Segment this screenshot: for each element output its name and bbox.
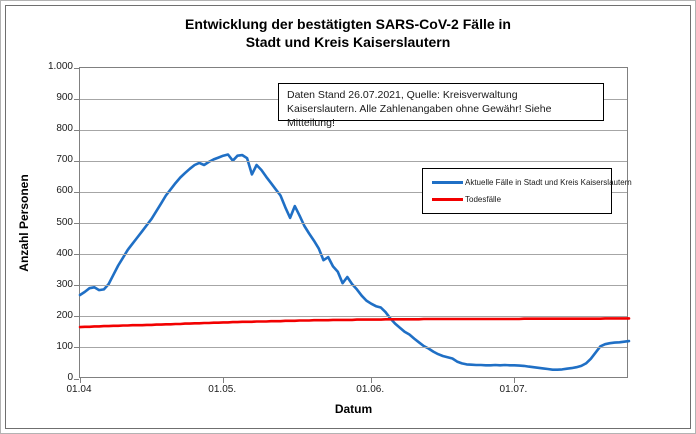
y-axis-tickmark <box>74 160 79 162</box>
gridline <box>80 160 627 162</box>
x-axis-tickmark <box>222 378 224 383</box>
gridline <box>80 129 627 131</box>
x-tick-label: 01.04 <box>66 384 92 395</box>
y-tick-label: 0 <box>67 372 73 383</box>
y-tick-label: 100 <box>56 340 73 352</box>
plot-svg <box>78 153 631 372</box>
chart-title-line1: Entwicklung der bestätigten SARS-CoV-2 F… <box>185 16 511 32</box>
y-axis-tickmark <box>74 129 79 131</box>
y-tick-label: 900 <box>56 92 73 104</box>
y-tick-label: 600 <box>56 185 73 197</box>
legend-item-active-cases: Aktuelle Fälle in Stadt und Kreis Kaiser… <box>423 178 632 187</box>
annotation-box: Daten Stand 26.07.2021, Quelle: Kreisver… <box>278 83 604 129</box>
series-line-active-cases <box>78 153 631 372</box>
y-tick-label: 500 <box>56 216 73 228</box>
legend-line-swatch-blue <box>432 180 463 184</box>
legend-label: Todesfälle <box>465 195 502 205</box>
y-axis-tickmark <box>74 67 79 69</box>
y-tick-label: 300 <box>56 278 73 290</box>
x-tick-label: 01.05. <box>208 384 237 395</box>
x-axis-tickmark <box>513 378 515 383</box>
gridline <box>80 191 627 193</box>
x-axis-title: Datum <box>334 402 373 416</box>
series-line-deaths <box>78 317 631 329</box>
x-axis-tickmark <box>79 378 81 383</box>
legend-label: Aktuelle Fälle in Stadt und Kreis Kaiser… <box>465 177 632 187</box>
gridline <box>80 347 627 349</box>
y-tick-label: 800 <box>56 123 73 135</box>
x-tick-label: 01.06. <box>356 384 385 395</box>
x-tick-label: 01.07. <box>499 384 528 395</box>
chart-title: Entwicklung der bestätigten SARS-CoV-2 F… <box>1 15 695 51</box>
annotation-line2: Kaiserslautern. Alle Zahlenangaben ohne … <box>287 103 552 129</box>
y-axis-tickmark <box>74 223 79 224</box>
y-axis-tickmark <box>74 316 79 318</box>
y-axis-tickmark <box>74 378 79 380</box>
y-tick-label: 700 <box>56 154 73 166</box>
y-tick-label: 200 <box>56 309 73 321</box>
gridline <box>80 285 627 287</box>
gridline <box>80 223 627 224</box>
y-axis-tickmark <box>74 347 79 349</box>
y-tick-label: 400 <box>56 247 73 259</box>
annotation-line1: Daten Stand 26.07.2021, Quelle: Kreisver… <box>287 89 518 101</box>
y-axis-tickmark <box>74 254 79 256</box>
y-tick-label: 1.000 <box>47 61 73 72</box>
y-axis-tickmark <box>74 191 79 193</box>
gridline <box>80 254 627 256</box>
chart-title-line2: Stadt und Kreis Kaiserslautern <box>245 34 451 50</box>
legend: Aktuelle Fälle in Stadt und Kreis Kaiser… <box>422 168 632 214</box>
x-axis-tickmark <box>370 378 372 383</box>
y-axis-tickmark <box>74 98 79 100</box>
legend-line-swatch-red <box>432 198 463 202</box>
gridline <box>80 316 627 318</box>
legend-item-deaths: Todesfälle <box>423 195 611 204</box>
y-axis-tickmark <box>74 285 79 287</box>
